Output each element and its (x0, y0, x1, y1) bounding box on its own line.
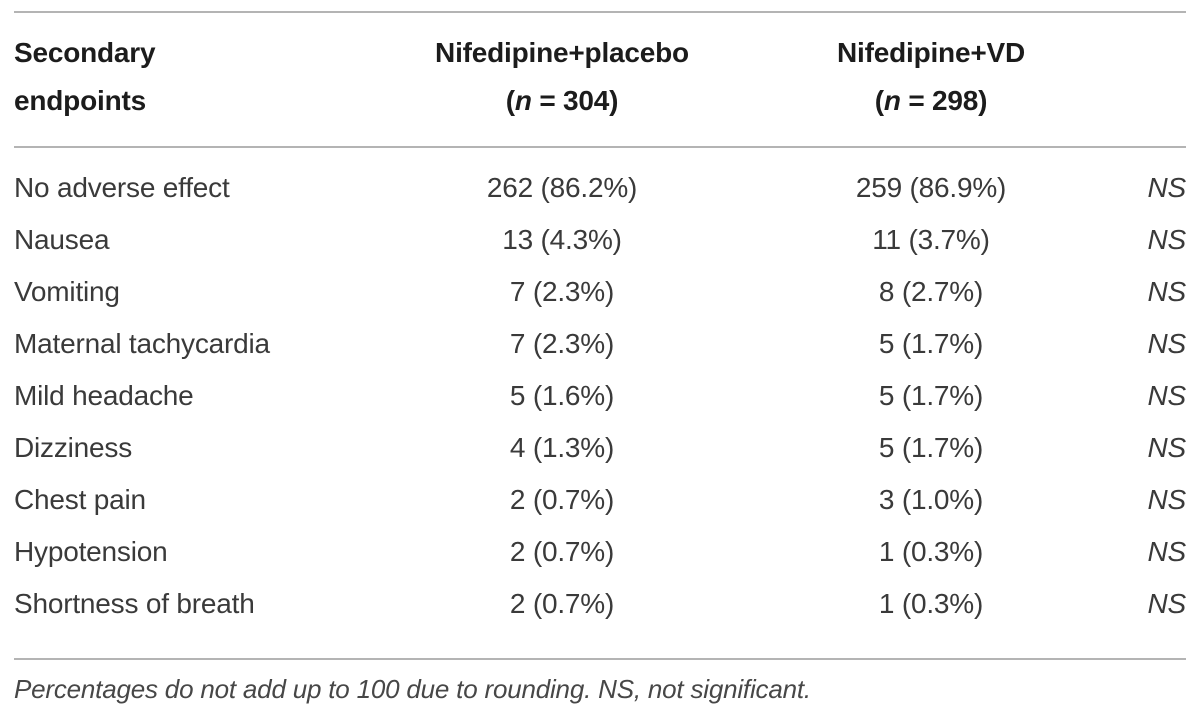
n-value: = 304) (531, 85, 619, 116)
endpoint-cell: Chest pain (14, 484, 146, 515)
table-top-rule (14, 11, 1186, 13)
placebo-value-cell: 5 (1.6%) (509, 380, 615, 411)
placebo-value-cell: 7 (2.3%) (509, 276, 615, 307)
endpoint-cell: Dizziness (14, 432, 133, 463)
n-value: = 298) (900, 85, 988, 116)
vd-group-name: Nifedipine+VD (837, 37, 1025, 68)
vd-value-cell: 1 (0.3%) (878, 588, 984, 619)
vd-column-header: Nifedipine+VD (n = 298) (780, 29, 1082, 125)
significance-column-header (1082, 29, 1186, 125)
placebo-group-name: Nifedipine+placebo (435, 37, 689, 68)
significance-cell: NS (1147, 172, 1187, 203)
vd-value-cell: 5 (1.7%) (878, 432, 984, 463)
significance-cell: NS (1147, 380, 1187, 411)
table-bottom-rule (14, 658, 1186, 660)
table-footnote: Percentages do not add up to 100 due to … (14, 674, 811, 704)
vd-value-cell: 5 (1.7%) (878, 328, 984, 359)
significance-cell: NS (1147, 276, 1187, 307)
vd-value-cell: 259 (86.9%) (855, 172, 1007, 203)
n-open: ( (505, 85, 515, 116)
table-row: Hypotension 2 (0.7%) 1 (0.3%) NS (14, 526, 1186, 578)
vd-value-cell: 1 (0.3%) (878, 536, 984, 567)
table-body: No adverse effect 262 (86.2%) 259 (86.9%… (14, 148, 1186, 658)
n-symbol: n (883, 85, 901, 116)
table-row: Shortness of breath 2 (0.7%) 1 (0.3%) NS (14, 578, 1186, 630)
endpoint-cell: Nausea (14, 224, 110, 255)
vd-sample-size-label: (n = 298) (780, 77, 1082, 125)
table-row: Maternal tachycardia 7 (2.3%) 5 (1.7%) N… (14, 318, 1186, 370)
table-row: Nausea 13 (4.3%) 11 (3.7%) NS (14, 214, 1186, 266)
table-row: Mild headache 5 (1.6%) 5 (1.7%) NS (14, 370, 1186, 422)
table-header-row: Secondary endpoints Nifedipine+placebo (… (14, 13, 1186, 146)
placebo-value-cell: 4 (1.3%) (509, 432, 615, 463)
placebo-sample-size-label: (n = 304) (344, 77, 780, 125)
placebo-value-cell: 7 (2.3%) (509, 328, 615, 359)
significance-cell: NS (1147, 432, 1187, 463)
endpoint-cell: Mild headache (14, 380, 194, 411)
significance-cell: NS (1147, 536, 1187, 567)
vd-value-cell: 11 (3.7%) (872, 224, 990, 255)
table-row: No adverse effect 262 (86.2%) 259 (86.9%… (14, 162, 1186, 214)
vd-value-cell: 8 (2.7%) (878, 276, 984, 307)
endpoint-column-header: Secondary endpoints (14, 29, 344, 125)
placebo-value-cell: 262 (86.2%) (486, 172, 638, 203)
significance-cell: NS (1147, 484, 1187, 515)
vd-value-cell: 5 (1.7%) (878, 380, 984, 411)
table-header-rule (14, 146, 1186, 148)
placebo-value-cell: 2 (0.7%) (509, 588, 615, 619)
n-open: ( (874, 85, 884, 116)
significance-cell: NS (1147, 224, 1187, 255)
endpoint-cell: Vomiting (14, 276, 120, 307)
table-row: Dizziness 4 (1.3%) 5 (1.7%) NS (14, 422, 1186, 474)
placebo-value-cell: 13 (4.3%) (502, 224, 622, 255)
placebo-value-cell: 2 (0.7%) (509, 484, 615, 515)
n-symbol: n (514, 85, 532, 116)
endpoint-cell: Hypotension (14, 536, 168, 567)
table-row: Vomiting 7 (2.3%) 8 (2.7%) NS (14, 266, 1186, 318)
table-row: Chest pain 2 (0.7%) 3 (1.0%) NS (14, 474, 1186, 526)
significance-cell: NS (1147, 588, 1187, 619)
endpoint-cell: Shortness of breath (14, 588, 255, 619)
vd-value-cell: 3 (1.0%) (878, 484, 984, 515)
endpoint-column-header-label: Secondary endpoints (14, 37, 156, 116)
placebo-column-header: Nifedipine+placebo (n = 304) (344, 29, 780, 125)
endpoint-cell: No adverse effect (14, 172, 230, 203)
significance-cell: NS (1147, 328, 1187, 359)
placebo-value-cell: 2 (0.7%) (509, 536, 615, 567)
endpoint-cell: Maternal tachycardia (14, 328, 270, 359)
